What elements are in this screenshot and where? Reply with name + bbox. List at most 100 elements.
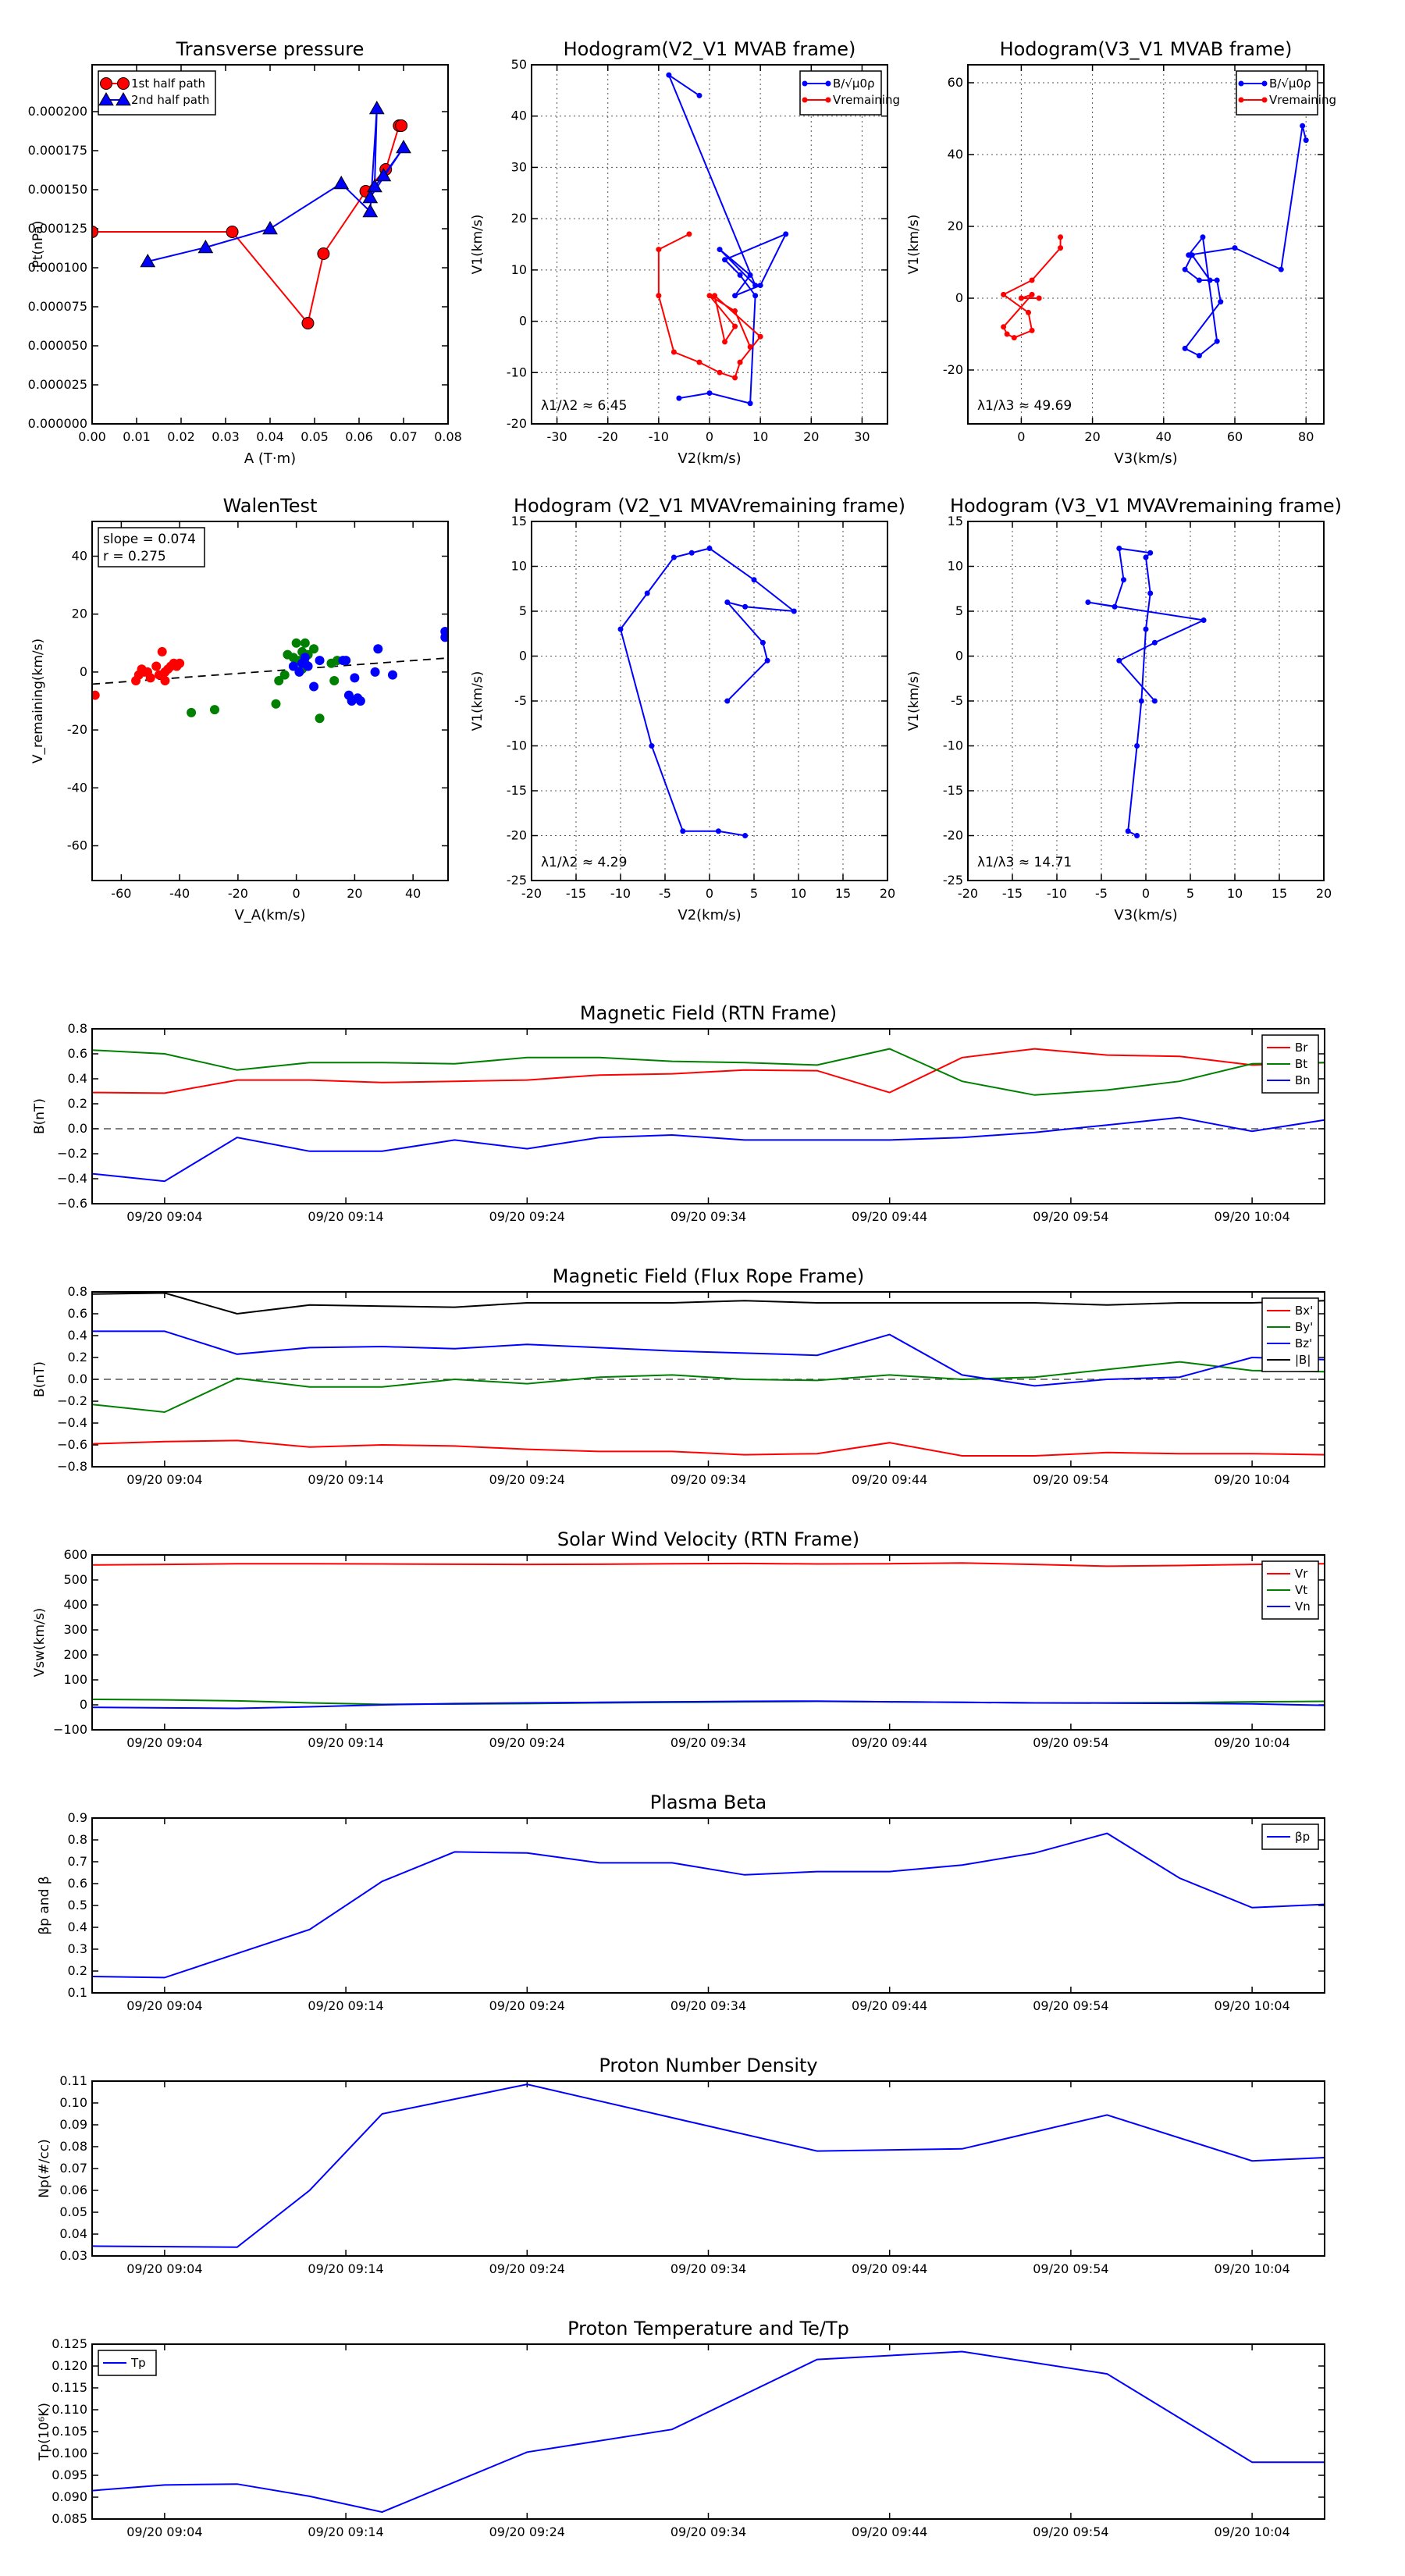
x-tick-label: -40 — [169, 886, 190, 901]
chart-title: Plasma Beta — [650, 1791, 767, 1813]
y-tick-label: -10 — [507, 365, 527, 379]
data-point — [1112, 603, 1118, 610]
x-tick-label: 09/20 09:44 — [852, 1209, 927, 1224]
legend-label: 1st half path — [131, 76, 205, 91]
series-line — [92, 1361, 1325, 1414]
data-point — [274, 676, 284, 686]
axes-frame — [91, 1817, 1325, 1994]
data-point — [791, 608, 797, 614]
x-axis-label: A (T·m) — [244, 450, 296, 467]
axes-frame — [967, 521, 1325, 881]
data-point — [1200, 234, 1206, 240]
x-tick-label: 0.06 — [345, 429, 373, 444]
data-point — [1026, 309, 1032, 315]
legend-label: 2nd half path — [131, 93, 209, 107]
data-point — [724, 698, 731, 704]
plot-area — [92, 2350, 1325, 2514]
y-tick-label: −100 — [53, 1722, 87, 1737]
data-point — [1303, 137, 1309, 144]
x-tick-label: -15 — [566, 886, 586, 901]
x-tick-label: 0.02 — [167, 429, 195, 444]
y-tick-label: 0 — [80, 664, 87, 679]
x-tick-label: 0.00 — [78, 429, 106, 444]
data-point — [1300, 123, 1306, 129]
data-point — [649, 743, 655, 749]
x-tick-label: 0 — [1017, 429, 1025, 444]
y-tick-label: 0.000000 — [28, 416, 87, 431]
data-point — [362, 203, 379, 218]
x-tick-label: 09/20 09:24 — [489, 1209, 565, 1224]
y-tick-label: -20 — [943, 828, 963, 843]
y-tick-label: 0.3 — [68, 1941, 87, 1956]
data-point — [1143, 626, 1149, 632]
y-tick-label: -25 — [507, 873, 527, 888]
data-point — [1182, 266, 1188, 272]
y-tick-label: 0.4 — [68, 1920, 87, 1934]
data-point — [1143, 554, 1149, 560]
data-point — [1011, 335, 1017, 341]
y-tick-label: −0.4 — [57, 1415, 87, 1430]
y-tick-label: 0.000075 — [28, 299, 87, 314]
data-point — [370, 667, 380, 677]
y-tick-label: 0 — [955, 290, 963, 305]
chart-title: Proton Number Density — [599, 2055, 817, 2076]
legend-marker — [100, 77, 112, 90]
y-tick-label: 300 — [63, 1622, 87, 1637]
y-tick-label: 20 — [948, 219, 963, 233]
x-tick-label: -10 — [610, 886, 631, 901]
x-tick-label: 09/20 10:04 — [1214, 1209, 1289, 1224]
x-tick-label: 0.04 — [256, 429, 284, 444]
data-point — [1004, 331, 1010, 337]
y-tick-label: 0.110 — [52, 2402, 87, 2417]
x-tick-label: -10 — [1047, 886, 1067, 901]
data-point — [1029, 277, 1035, 283]
legend-marker — [1261, 97, 1268, 103]
data-point — [759, 639, 766, 646]
data-point — [362, 189, 379, 204]
chart-7: 09/20 09:04 09/20 09:14 09/20 09:24 09/20 0… — [32, 1265, 1325, 1487]
data-point — [1029, 327, 1035, 333]
x-tick-label: 09/20 09:14 — [308, 1998, 383, 2013]
axes-frame — [531, 64, 888, 425]
x-tick-label: 09/20 10:04 — [1214, 1998, 1289, 2013]
data-point — [440, 632, 448, 642]
y-tick-label: 40 — [72, 549, 87, 564]
y-tick-label: 0 — [519, 314, 527, 329]
legend-marker — [1261, 80, 1268, 87]
annotation-text: slope = 0.074 — [103, 532, 196, 547]
data-point — [757, 283, 763, 289]
series-line — [619, 547, 797, 837]
chart-11: 09/20 09:04 09/20 09:14 09/20 09:24 09/20 0… — [37, 2318, 1325, 2539]
data-point — [315, 713, 325, 724]
x-tick-label: 0 — [706, 886, 713, 901]
y-tick-label: −0.6 — [57, 1196, 87, 1211]
y-tick-label: 0.115 — [52, 2380, 87, 2395]
data-point — [696, 92, 702, 98]
y-tick-label: -20 — [507, 828, 527, 843]
data-point — [262, 220, 278, 235]
y-tick-label: 0 — [80, 1697, 87, 1712]
data-point — [732, 375, 738, 381]
y-tick-label: 0.08 — [59, 2139, 87, 2154]
y-tick-label: 0 — [955, 649, 963, 664]
legend-label: Bx' — [1295, 1304, 1313, 1318]
series-line — [92, 1562, 1325, 1567]
x-tick-label: 09/20 09:54 — [1033, 2524, 1108, 2539]
x-tick-label: -20 — [228, 886, 248, 901]
data-point — [1151, 639, 1158, 646]
x-tick-label: 09/20 09:24 — [489, 1472, 565, 1487]
chart-title: Magnetic Field (RTN Frame) — [580, 1002, 837, 1024]
data-point — [644, 590, 650, 596]
data-point — [1182, 345, 1188, 351]
y-tick-label: 0.11 — [59, 2073, 87, 2088]
x-tick-label: 09/20 09:04 — [126, 1472, 202, 1487]
y-tick-label: 0.000175 — [28, 143, 87, 158]
y-tick-label: 0.000200 — [28, 104, 87, 119]
data-point — [1116, 657, 1122, 664]
y-tick-label: -40 — [67, 780, 87, 795]
y-tick-label: 60 — [948, 75, 963, 90]
y-tick-label: 0.1 — [68, 1985, 87, 2000]
x-tick-label: 09/20 09:14 — [308, 2261, 383, 2276]
plot-area — [92, 100, 411, 329]
x-tick-label: 09/20 09:44 — [852, 1998, 927, 2013]
